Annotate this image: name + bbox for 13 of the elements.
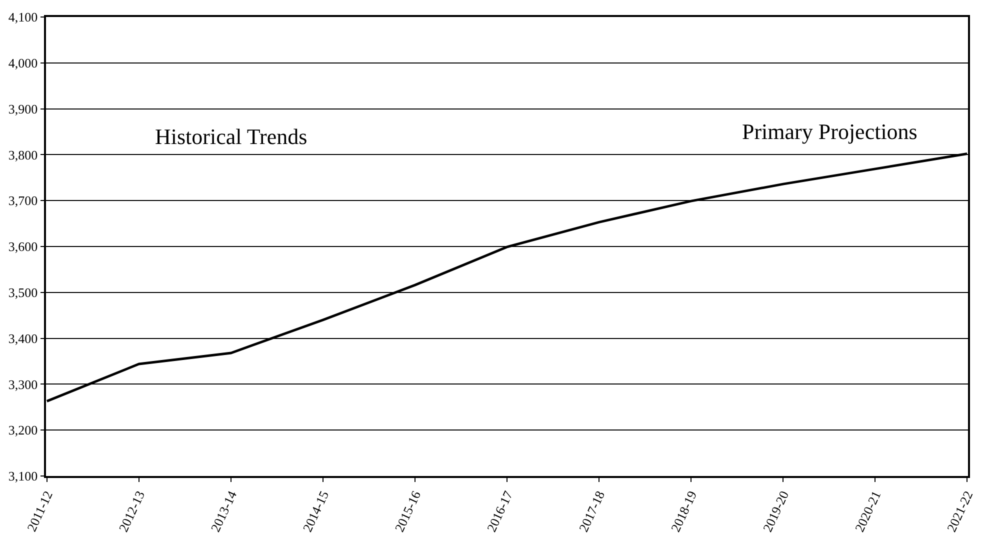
y-tick-label: 3,500 bbox=[8, 284, 38, 300]
y-tick-label: 3,100 bbox=[8, 468, 38, 484]
y-tick-label: 3,700 bbox=[8, 193, 38, 208]
annotation: Historical Trends bbox=[155, 124, 308, 149]
y-tick-label: 3,300 bbox=[8, 376, 38, 392]
y-tick-label: 3,400 bbox=[8, 330, 38, 346]
annotation: Primary Projections bbox=[742, 119, 918, 144]
y-tick-label: 3,600 bbox=[8, 239, 38, 254]
y-tick-label: 3,800 bbox=[8, 147, 38, 162]
y-tick-label: 3,900 bbox=[8, 101, 38, 116]
y-tick-label: 4,100 bbox=[8, 10, 38, 25]
y-tick-label: 4,000 bbox=[8, 55, 38, 70]
y-tick-label: 3,200 bbox=[8, 422, 38, 438]
